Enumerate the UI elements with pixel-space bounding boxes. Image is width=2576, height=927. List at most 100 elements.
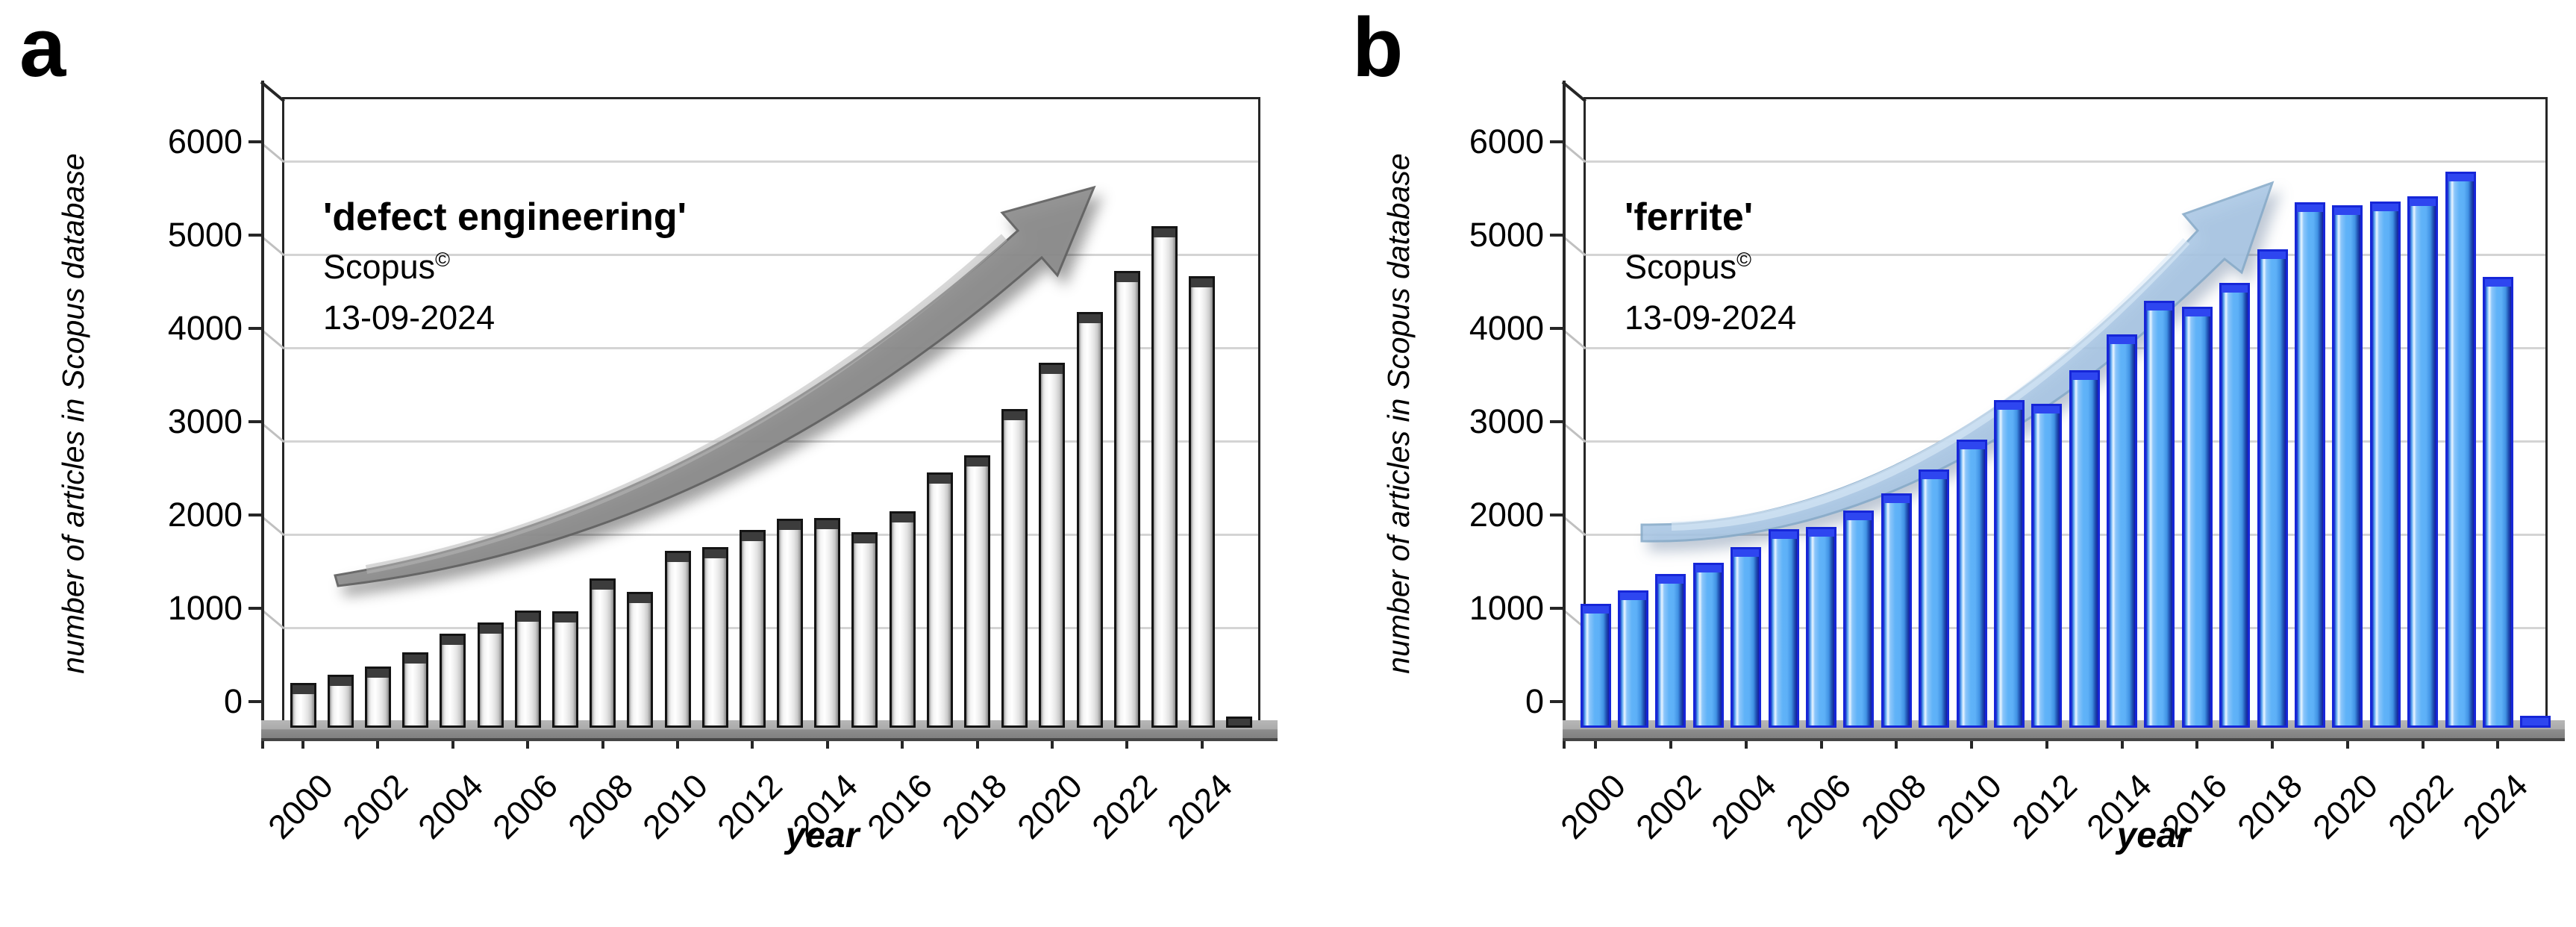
- bar-2003: [402, 652, 429, 728]
- y-axis-tick: [1550, 327, 1563, 330]
- x-axis-tick-label: 2020: [1010, 766, 1090, 846]
- x-axis-tick: [901, 735, 904, 749]
- bar-2022: [1113, 270, 1140, 728]
- bar-2008: [1881, 493, 1912, 728]
- bar-2005: [1768, 528, 1799, 728]
- bar-2013: [777, 519, 804, 728]
- x-axis-tick-label: 2002: [1628, 766, 1708, 846]
- x-axis-tick: [1970, 735, 1974, 749]
- bar-2002: [1655, 573, 1686, 728]
- bar-2024: [1189, 276, 1216, 728]
- x-axis-tick: [2120, 735, 2124, 749]
- bar-2018: [964, 455, 991, 728]
- trend-arrow-highlight: [1671, 237, 2190, 531]
- bar-2022: [2407, 196, 2439, 728]
- source: Scopus©: [323, 248, 451, 286]
- y-axis-tick: [1550, 234, 1563, 237]
- y-axis-tick: [1550, 140, 1563, 143]
- annotation-b: 'ferrite' Scopus© 13-09-2024: [1625, 193, 1796, 344]
- x-axis-tick: [1895, 735, 1898, 749]
- gridline: [284, 534, 1258, 536]
- bar-2004: [1731, 546, 1762, 728]
- copyright-symbol: ©: [435, 249, 451, 271]
- x-axis-tick: [301, 735, 305, 749]
- x-axis-tick: [676, 735, 680, 749]
- y-axis-tick-label: 2000: [167, 496, 243, 534]
- bar-2005: [477, 622, 504, 728]
- bar-2006: [514, 610, 541, 728]
- plot-area-b: 'ferrite' Scopus© 13-09-2024 0 1000 2000 30…: [1469, 81, 2565, 846]
- x-axis-tick-label: 2008: [1854, 766, 1934, 846]
- panel-label-b: b: [1352, 1, 1404, 94]
- y-axis-tick: [1550, 420, 1563, 423]
- bar-2023: [1151, 225, 1178, 728]
- bar-2018: [2257, 249, 2288, 728]
- bar-2010: [1956, 439, 1987, 728]
- query-term: 'defect engineering': [323, 196, 687, 239]
- x-axis-title-b: year: [2116, 816, 2191, 855]
- bar-2017: [2219, 282, 2251, 728]
- x-axis-tick-label: 2010: [1929, 766, 2009, 846]
- x-axis-tick: [601, 735, 604, 749]
- x-axis-tick: [1125, 735, 1129, 749]
- bar-2025: [1226, 717, 1253, 728]
- y-axis-tick: [248, 420, 261, 423]
- bar-2016: [889, 511, 916, 728]
- x-axis-tick: [2345, 735, 2349, 749]
- gridline: [1586, 160, 2545, 163]
- copyright-symbol: ©: [1736, 249, 1752, 271]
- y-axis-tick-label: 3000: [167, 402, 243, 440]
- annotation-a: 'defect engineering' Scopus© 13-09-2024: [323, 193, 687, 344]
- x-axis-tick-label: 2022: [1084, 766, 1165, 846]
- bar-2008: [590, 578, 616, 728]
- x-axis-tick-label: 2002: [335, 766, 416, 846]
- x-axis-tick: [1594, 735, 1598, 749]
- x-axis-tick-label: 2008: [560, 766, 640, 846]
- x-axis-tick: [2421, 735, 2425, 749]
- bar-2009: [1919, 469, 1950, 728]
- date: 13-09-2024: [323, 299, 495, 337]
- x-axis-tick-label: 2024: [2455, 766, 2536, 846]
- y-axis-line: [261, 81, 264, 749]
- y-axis-line: [1563, 81, 1566, 749]
- bar-2007: [1843, 510, 1875, 728]
- x-axis-tick-label: 2000: [1553, 766, 1634, 846]
- bar-2011: [1993, 400, 2025, 728]
- plot-area-a: 'defect engineering' Scopus© 13-09-2024 …: [168, 81, 1278, 846]
- x-axis-tick-label: 2006: [1778, 766, 1859, 846]
- bar-2012: [2031, 404, 2063, 728]
- gridline: [1586, 627, 2545, 629]
- bar-2020: [1039, 363, 1066, 728]
- x-axis-tick: [1669, 735, 1672, 749]
- y-axis-tick-label: 6000: [1469, 122, 1544, 160]
- gridline: [284, 254, 1258, 256]
- y-axis-tick-label: 1000: [167, 589, 243, 627]
- x-axis-tick-label: 2022: [2380, 766, 2460, 846]
- source: Scopus©: [1625, 248, 1752, 286]
- y-axis-tick-label: 1000: [1469, 589, 1544, 627]
- y-axis-tick-label: 0: [1525, 682, 1544, 720]
- y-axis-title-b: number of articles in Scopus database: [1381, 153, 1416, 674]
- x-axis-tick: [2271, 735, 2275, 749]
- bar-2001: [1618, 590, 1649, 728]
- gridline: [1586, 254, 2545, 256]
- bar-2006: [1806, 527, 1836, 728]
- bar-2003: [1692, 562, 1724, 728]
- x-axis-tick-label: 2024: [1159, 766, 1239, 846]
- y-axis-tick: [248, 514, 261, 516]
- bar-2014: [814, 517, 841, 728]
- gridline: [284, 347, 1258, 349]
- y-axis-tick-label: 6000: [167, 122, 243, 160]
- x-axis-tick-label: 2020: [2304, 766, 2385, 846]
- bar-2000: [1580, 603, 1611, 728]
- y-axis-tick-label: 0: [223, 682, 243, 720]
- query-term: 'ferrite': [1625, 196, 1754, 239]
- x-axis-tick: [2045, 735, 2048, 749]
- bar-2011: [701, 546, 728, 728]
- bar-2004: [440, 633, 466, 728]
- y-axis-tick-label: 4000: [1469, 309, 1544, 347]
- bar-2025: [2520, 715, 2551, 728]
- x-axis-tick: [751, 735, 754, 749]
- bar-2012: [739, 530, 766, 728]
